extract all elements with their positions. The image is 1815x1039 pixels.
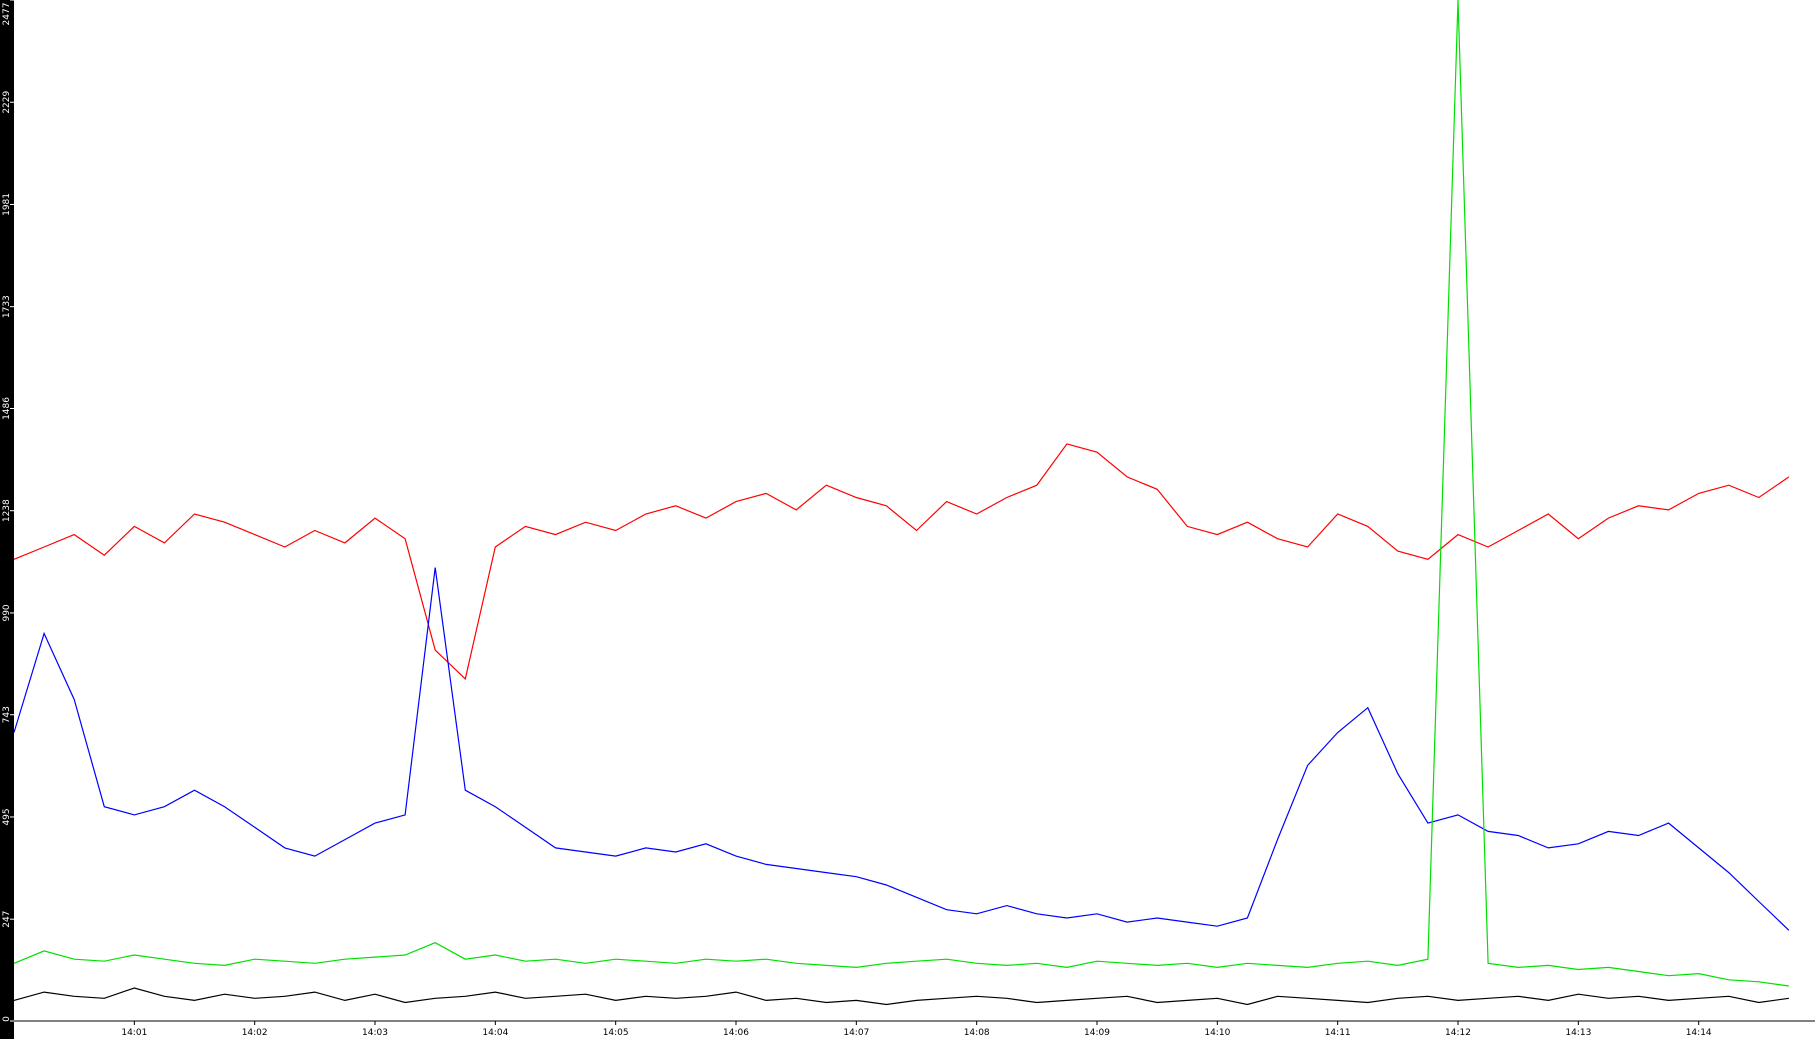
x-tick-label: 14:14 <box>1686 1028 1712 1038</box>
x-tick-label: 14:09 <box>1084 1028 1110 1038</box>
series-line <box>13 0 1789 987</box>
x-tick-label: 14:06 <box>723 1028 749 1038</box>
y-tick-label: 1733 <box>2 295 12 318</box>
y-tick-label: 0 <box>2 1016 12 1022</box>
x-tick-label: 14:13 <box>1565 1028 1591 1038</box>
y-tick-label: 2229 <box>2 90 12 113</box>
y-tick-label: 2477 <box>2 3 12 26</box>
y-tick-label: 743 <box>2 706 12 723</box>
x-tick-label: 14:02 <box>242 1028 268 1038</box>
x-tick-label: 14:04 <box>482 1028 508 1038</box>
y-tick-label: 247 <box>2 911 12 928</box>
y-tick-label: 1981 <box>2 193 12 216</box>
x-tick-label: 14:12 <box>1445 1028 1471 1038</box>
x-tick-label: 14:03 <box>362 1028 388 1038</box>
x-tick-label: 14:07 <box>843 1028 869 1038</box>
x-tick-label: 14:01 <box>121 1028 147 1038</box>
y-tick-label: 1238 <box>2 499 12 522</box>
y-tick-label: 990 <box>2 604 12 621</box>
y-axis-strip <box>0 0 14 1039</box>
x-tick-label: 14:08 <box>964 1028 990 1038</box>
series-line <box>13 567 1790 931</box>
x-tick-label: 14:05 <box>603 1028 629 1038</box>
y-tick-label: 495 <box>2 808 12 825</box>
x-tick-label: 14:11 <box>1325 1028 1351 1038</box>
x-tick-label: 14:10 <box>1204 1028 1230 1038</box>
series-line <box>13 443 1790 681</box>
series-line <box>13 987 1789 1006</box>
y-tick-label: 1486 <box>2 397 12 420</box>
